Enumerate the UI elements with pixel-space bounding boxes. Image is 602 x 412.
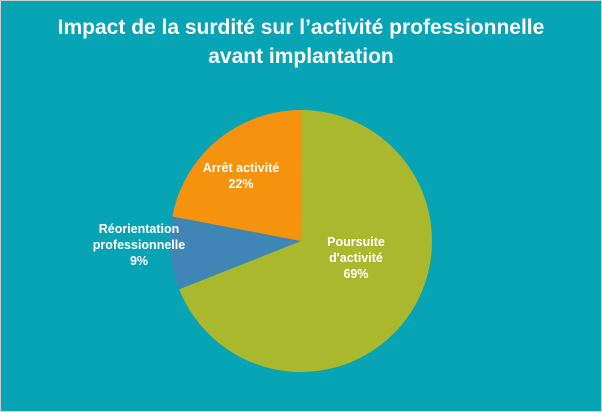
pie-slice	[170, 216, 301, 290]
slice-category-label: Poursuite	[327, 235, 385, 249]
pie-slice	[172, 110, 301, 241]
slice-category-label: d'activité	[329, 251, 383, 265]
slice-label: Poursuite d'activité 69%	[327, 235, 385, 281]
slice-label: Réorientation professionnelle 9%	[93, 222, 185, 268]
slice-value-label: 22%	[228, 177, 253, 191]
slice-category-label: Arrêt activité	[203, 161, 279, 175]
slice-category-label: professionnelle	[93, 238, 185, 252]
chart-title-line-1: Impact de la surdité sur l’activité prof…	[57, 16, 545, 39]
slice-category-label: Réorientation	[99, 222, 180, 236]
pie-slice	[179, 109, 433, 372]
slice-value-label: 9%	[130, 254, 148, 268]
slice-label: Arrêt activité 22%	[203, 161, 279, 191]
chart-title: Impact de la surdité sur l’activité prof…	[1, 13, 601, 71]
slice-value-label: 69%	[343, 267, 368, 281]
chart-title-line-2: avant implantation	[208, 45, 394, 68]
